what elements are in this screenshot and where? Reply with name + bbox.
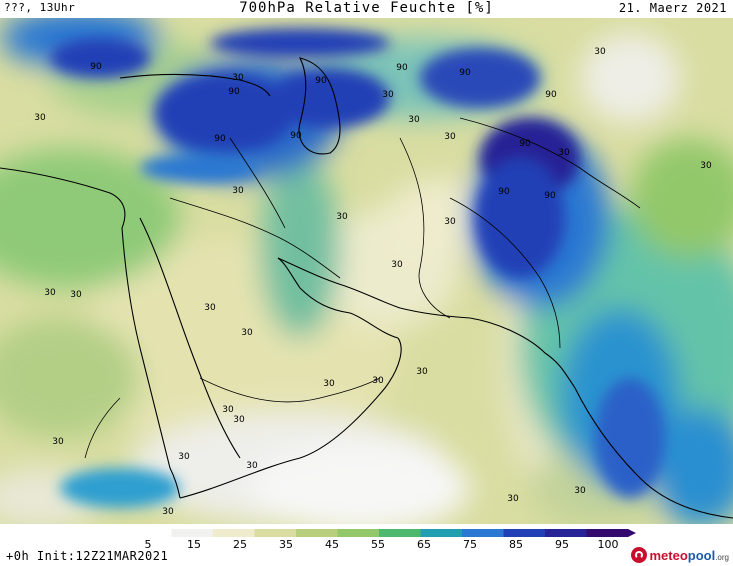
colorbar-swatch <box>503 529 546 537</box>
colorbar-swatch <box>213 529 255 537</box>
contour-label: 90 <box>396 63 408 73</box>
contour-label: 30 <box>594 47 606 57</box>
contour-label: 90 <box>90 62 102 72</box>
colorbar-tick-label: 5 <box>145 538 152 548</box>
colorbar-swatch <box>379 529 421 537</box>
contour-label: 30 <box>233 415 245 425</box>
humidity-contour-labels: 90 90 90 90 90 90 90 90 90 90 90 30 30 3… <box>34 47 712 517</box>
contour-label: 30 <box>700 161 712 171</box>
contour-label: 30 <box>52 437 64 447</box>
colorbar-swatch <box>130 529 172 537</box>
colorbar-swatch <box>171 529 214 537</box>
colorbar-tick-label: 55 <box>371 538 385 548</box>
contour-label: 90 <box>228 87 240 97</box>
colorbar-tick-label: 65 <box>417 538 431 548</box>
contour-label: 90 <box>544 191 556 201</box>
colorbar-tick-label: 35 <box>279 538 293 548</box>
colorbar-swatch <box>545 529 587 537</box>
chart-footer: 5 15 25 35 45 55 65 75 85 95 100 +0h Init:12Z21MAR… <box>0 524 733 566</box>
colorbar-tick-labels: 5 15 25 35 45 55 65 75 85 95 100 <box>145 538 619 548</box>
contour-label: 30 <box>70 290 82 300</box>
contour-label: 30 <box>241 328 253 338</box>
forecast-date: 21. Maerz 2021 <box>618 1 727 15</box>
colorbar-swatch <box>337 529 380 537</box>
colorbar-end-arrow <box>628 529 636 537</box>
contour-label: 30 <box>507 494 519 504</box>
colorbar-swatches <box>130 529 636 537</box>
contour-label: 90 <box>214 134 226 144</box>
contour-label: 90 <box>459 68 471 78</box>
forecast-time: ???, 13Uhr <box>4 1 76 14</box>
contour-label: 30 <box>558 148 570 158</box>
humidity-field <box>0 18 733 524</box>
humidity-map: 90 90 90 90 90 90 90 90 90 90 90 30 30 3… <box>0 18 733 524</box>
meteopool-logo-text: meteopool.org <box>649 547 729 563</box>
colorbar-swatch <box>296 529 338 537</box>
contour-label: 30 <box>222 405 234 415</box>
contour-label: 30 <box>232 186 244 196</box>
contour-label: 30 <box>444 132 456 142</box>
contour-label: 30 <box>246 461 258 471</box>
colorbar-tick-label: 45 <box>325 538 339 548</box>
contour-label: 30 <box>391 260 403 270</box>
colorbar-tick-label: 95 <box>555 538 569 548</box>
colorbar-swatch <box>254 529 297 537</box>
contour-label: 30 <box>162 507 174 517</box>
contour-label: 30 <box>408 115 420 125</box>
contour-label: 30 <box>574 486 586 496</box>
contour-label: 30 <box>204 303 216 313</box>
colorbar-tick-label: 75 <box>463 538 477 548</box>
contour-label: 30 <box>444 217 456 227</box>
map-title: 700hPa Relative Feuchte [%] <box>239 0 494 16</box>
colorbar-tick-label: 100 <box>598 538 619 548</box>
chart-header: ???, 13Uhr 700hPa Relative Feuchte [%] 2… <box>0 0 733 20</box>
contour-label: 90 <box>498 187 510 197</box>
model-run-info: +0h Init:12Z21MAR2021 <box>6 549 169 563</box>
colorbar-legend: 5 15 25 35 45 55 65 75 85 95 100 <box>130 529 636 548</box>
colorbar-swatch <box>586 529 629 537</box>
contour-label: 90 <box>315 76 327 86</box>
coastlines-and-borders <box>0 57 733 519</box>
contour-label: 30 <box>178 452 190 462</box>
contour-label: 90 <box>519 139 531 149</box>
colorbar-tick-label: 85 <box>509 538 523 548</box>
meteopool-logo-icon <box>631 547 648 563</box>
contour-label: 30 <box>416 367 428 377</box>
contour-label: 90 <box>545 90 557 100</box>
contour-label: 30 <box>44 288 56 298</box>
colorbar-swatch <box>462 529 504 537</box>
colorbar-tick-label: 25 <box>233 538 247 548</box>
contour-label: 30 <box>34 113 46 123</box>
contour-label: 30 <box>372 376 384 386</box>
contour-label: 30 <box>232 73 244 83</box>
contour-label: 30 <box>336 212 348 222</box>
colorbar-tick-label: 15 <box>187 538 201 548</box>
contour-label: 30 <box>323 379 335 389</box>
colorbar-swatch <box>420 529 463 537</box>
contour-label: 30 <box>382 90 394 100</box>
meteopool-logo[interactable]: meteopool.org <box>631 546 729 564</box>
contour-label: 90 <box>290 131 302 141</box>
